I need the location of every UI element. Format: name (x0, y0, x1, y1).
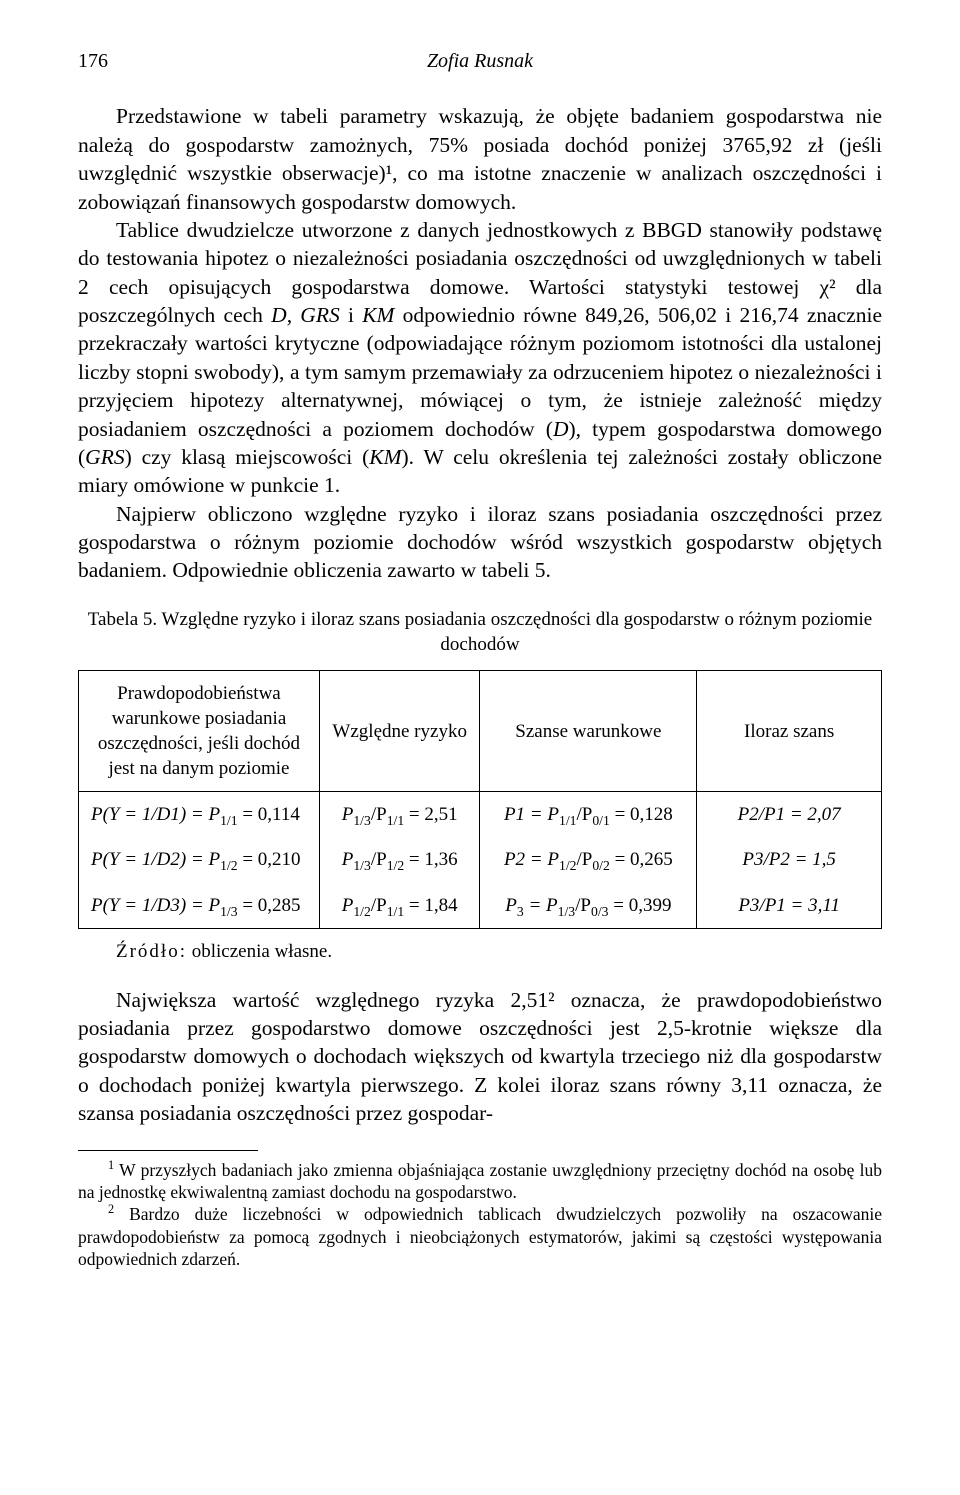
footnote-2: 2 Bardzo duże liczebności w odpowiednich… (78, 1203, 882, 1270)
cell-odds-ratio: P3/P1 = 3,11 (697, 883, 882, 929)
table-row: P(Y = 1/D3) = P1/3 = 0,285P1/2/P1/1 = 1,… (79, 883, 882, 929)
p2-f: D (553, 417, 569, 441)
table-5-caption: Tabela 5. Względne ryzyko i iloraz szans… (78, 607, 882, 658)
table-header-row: Prawdopodobieństwa warunkowe posiadania … (79, 671, 882, 792)
paragraph-4: Największa wartość względnego ryzyka 2,5… (78, 986, 882, 1128)
th-or: Iloraz szans (697, 671, 882, 792)
cell-relative-risk: P1/2/P1/1 = 1,84 (319, 883, 480, 929)
cell-prob: P(Y = 1/D1) = P1/1 = 0,114 (79, 792, 320, 838)
table-row: P(Y = 1/D2) = P1/2 = 0,210P1/3/P1/2 = 1,… (79, 837, 882, 882)
cell-odds-ratio: P3/P2 = 1,5 (697, 837, 882, 882)
author-name: Zofia Rusnak (427, 48, 533, 74)
cell-conditional: P3 = P1/3/P0/3 = 0,399 (480, 883, 697, 929)
p2-h: GRS (85, 445, 124, 469)
p2-j: KM (369, 445, 401, 469)
cell-relative-risk: P1/3/P1/1 = 2,51 (319, 792, 480, 838)
p2-c: i (340, 303, 362, 327)
cell-conditional: P1 = P1/1/P0/1 = 0,128 (480, 792, 697, 838)
paragraph-2: Tablice dwudzielcze utworzone z danych j… (78, 216, 882, 500)
p2-b: D, GRS (271, 303, 340, 327)
th-cond: Szanse warunkowe (480, 671, 697, 792)
th-rr: Względne ryzyko (319, 671, 480, 792)
table-row: P(Y = 1/D1) = P1/1 = 0,114P1/3/P1/1 = 2,… (79, 792, 882, 838)
th-prob: Prawdopodobieństwa warunkowe posiadania … (79, 671, 320, 792)
p2-i: ) czy klasą miejscowości ( (125, 445, 370, 469)
p2-d: KM (362, 303, 394, 327)
page-number: 176 (78, 48, 108, 74)
table-5-body: P(Y = 1/D1) = P1/1 = 0,114P1/3/P1/1 = 2,… (79, 792, 882, 928)
paragraph-3: Najpierw obliczono względne ryzyko i ilo… (78, 500, 882, 585)
footnote-separator (78, 1150, 258, 1151)
cell-prob: P(Y = 1/D2) = P1/2 = 0,210 (79, 837, 320, 882)
footnote-1: 1 W przyszłych badaniach jako zmienna ob… (78, 1159, 882, 1204)
cell-odds-ratio: P2/P1 = 2,07 (697, 792, 882, 838)
footnote-1-text: W przyszłych badaniach jako zmienna obja… (78, 1160, 882, 1202)
source-text: obliczenia własne. (187, 941, 332, 962)
table-5-source: Źródło: obliczenia własne. (78, 939, 882, 964)
paragraph-1: Przedstawione w tabeli parametry wskazuj… (78, 102, 882, 216)
cell-conditional: P2 = P1/2/P0/2 = 0,265 (480, 837, 697, 882)
footnote-2-text: Bardzo duże liczebności w odpowiednich t… (78, 1204, 882, 1269)
cell-prob: P(Y = 1/D3) = P1/3 = 0,285 (79, 883, 320, 929)
running-header: 176 Zofia Rusnak 000 (78, 48, 882, 74)
cell-relative-risk: P1/3/P1/2 = 1,36 (319, 837, 480, 882)
table-5: Prawdopodobieństwa warunkowe posiadania … (78, 670, 882, 929)
source-label: Źródło: (116, 941, 187, 962)
